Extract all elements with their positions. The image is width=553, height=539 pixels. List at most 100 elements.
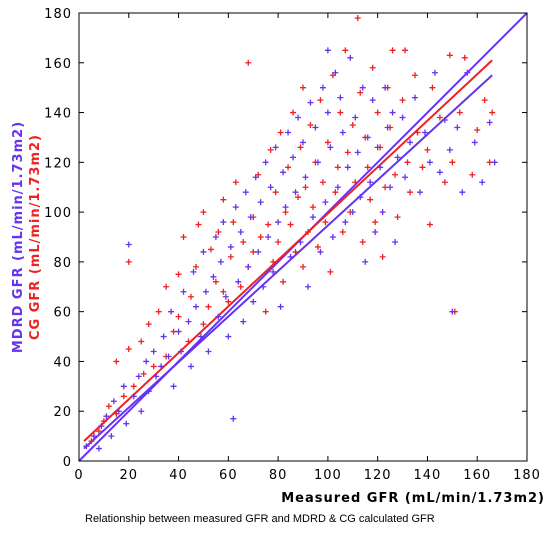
data-point-series-0 bbox=[220, 196, 227, 203]
data-point-series-1 bbox=[150, 348, 157, 355]
data-point-series-1 bbox=[178, 348, 185, 355]
data-point-series-1 bbox=[302, 174, 309, 181]
data-point-series-1 bbox=[387, 184, 394, 191]
data-point-series-0 bbox=[192, 263, 199, 270]
data-point-series-1 bbox=[392, 238, 399, 245]
x-tick-label: 120 bbox=[364, 468, 392, 483]
data-point-series-0 bbox=[317, 97, 324, 104]
data-point-series-0 bbox=[394, 214, 401, 221]
data-point-series-1 bbox=[247, 214, 254, 221]
data-point-series-1 bbox=[165, 353, 172, 360]
data-point-series-1 bbox=[210, 273, 217, 280]
data-point-series-1 bbox=[98, 423, 105, 430]
data-point-series-0 bbox=[481, 97, 488, 104]
data-point-series-0 bbox=[290, 109, 297, 116]
data-point-series-0 bbox=[232, 179, 239, 186]
data-point-series-0 bbox=[287, 221, 294, 228]
data-point-series-0 bbox=[230, 219, 237, 226]
data-point-series-0 bbox=[402, 47, 409, 54]
data-point-series-0 bbox=[342, 47, 349, 54]
data-point-series-1 bbox=[322, 199, 329, 206]
data-point-series-1 bbox=[255, 248, 262, 255]
data-point-series-1 bbox=[170, 383, 177, 390]
data-point-series-0 bbox=[436, 114, 443, 121]
data-point-series-1 bbox=[454, 124, 461, 131]
data-point-series-0 bbox=[140, 370, 147, 377]
x-tick-label: 60 bbox=[219, 468, 238, 483]
data-point-series-1 bbox=[372, 229, 379, 236]
data-point-series-0 bbox=[292, 248, 299, 255]
data-point-series-1 bbox=[426, 159, 433, 166]
data-point-series-1 bbox=[407, 139, 414, 146]
x-tick-label: 140 bbox=[414, 468, 442, 483]
data-point-series-0 bbox=[461, 54, 468, 61]
data-point-series-1 bbox=[304, 283, 311, 290]
data-point-series-0 bbox=[399, 97, 406, 104]
data-point-series-1 bbox=[272, 144, 279, 151]
data-point-series-0 bbox=[95, 428, 102, 435]
data-point-series-1 bbox=[95, 445, 102, 452]
y-tick-label: 180 bbox=[44, 7, 72, 22]
data-point-series-1 bbox=[220, 219, 227, 226]
data-point-series-1 bbox=[416, 189, 423, 196]
data-point-series-0 bbox=[392, 171, 399, 178]
data-point-series-1 bbox=[364, 134, 371, 141]
data-point-series-0 bbox=[412, 72, 418, 79]
data-point-series-0 bbox=[105, 403, 112, 410]
data-point-series-0 bbox=[449, 159, 456, 166]
data-point-series-0 bbox=[302, 184, 309, 191]
data-point-series-0 bbox=[419, 164, 426, 171]
data-point-series-0 bbox=[414, 129, 421, 136]
data-point-series-1 bbox=[431, 69, 438, 76]
data-point-series-0 bbox=[267, 146, 274, 153]
data-point-series-0 bbox=[424, 146, 431, 153]
x-tick-label: 100 bbox=[314, 468, 342, 483]
data-point-series-1 bbox=[412, 94, 418, 101]
data-point-series-0 bbox=[113, 358, 120, 365]
data-point-series-1 bbox=[242, 189, 249, 196]
data-point-series-1 bbox=[357, 194, 364, 201]
y-tick-label: 20 bbox=[53, 405, 72, 420]
axis-tick-labels: 0 20 40 60 80 100 120 140 160 180 0 20 40 60 80 100 120 1… bbox=[44, 7, 541, 483]
y-tick-label: 100 bbox=[44, 206, 72, 221]
data-point-series-0 bbox=[200, 321, 207, 328]
data-point-series-1 bbox=[168, 308, 175, 315]
y-tick-label: 40 bbox=[53, 355, 72, 370]
x-tick-label: 160 bbox=[463, 468, 491, 483]
data-point-series-1 bbox=[471, 139, 478, 146]
x-tick-label: 180 bbox=[513, 468, 541, 483]
data-point-series-0 bbox=[469, 171, 476, 178]
data-point-series-0 bbox=[407, 189, 414, 196]
x-tick-label: 0 bbox=[74, 468, 83, 483]
data-point-series-0 bbox=[163, 283, 170, 290]
data-point-series-0 bbox=[324, 139, 331, 146]
data-point-series-0 bbox=[367, 196, 374, 203]
y-tick-label: 0 bbox=[63, 455, 72, 470]
data-point-series-1 bbox=[212, 234, 219, 240]
data-point-series-1 bbox=[449, 308, 456, 315]
data-point-series-0 bbox=[300, 84, 306, 91]
fit-line-2 bbox=[83, 74, 493, 450]
data-point-series-1 bbox=[369, 97, 376, 104]
data-point-series-1 bbox=[352, 114, 359, 121]
data-point-series-1 bbox=[277, 303, 284, 310]
axis-ticks bbox=[78, 12, 528, 462]
fit-line-1 bbox=[83, 59, 493, 442]
data-point-series-1 bbox=[292, 189, 299, 196]
data-point-series-1 bbox=[153, 373, 160, 380]
data-point-series-0 bbox=[277, 129, 284, 136]
data-point-series-1 bbox=[235, 278, 242, 285]
data-point-series-1 bbox=[240, 318, 247, 325]
data-point-series-1 bbox=[83, 443, 90, 450]
data-point-series-0 bbox=[195, 221, 202, 228]
data-point-series-1 bbox=[143, 358, 150, 365]
data-point-series-1 bbox=[180, 288, 187, 295]
data-point-series-1 bbox=[441, 117, 448, 124]
data-point-series-0 bbox=[372, 219, 379, 226]
data-point-series-0 bbox=[369, 64, 376, 71]
y-tick-label: 60 bbox=[53, 306, 72, 321]
data-point-series-1 bbox=[379, 209, 386, 216]
data-point-series-0 bbox=[215, 229, 222, 236]
data-point-series-0 bbox=[175, 313, 182, 320]
data-point-series-0 bbox=[185, 338, 192, 345]
